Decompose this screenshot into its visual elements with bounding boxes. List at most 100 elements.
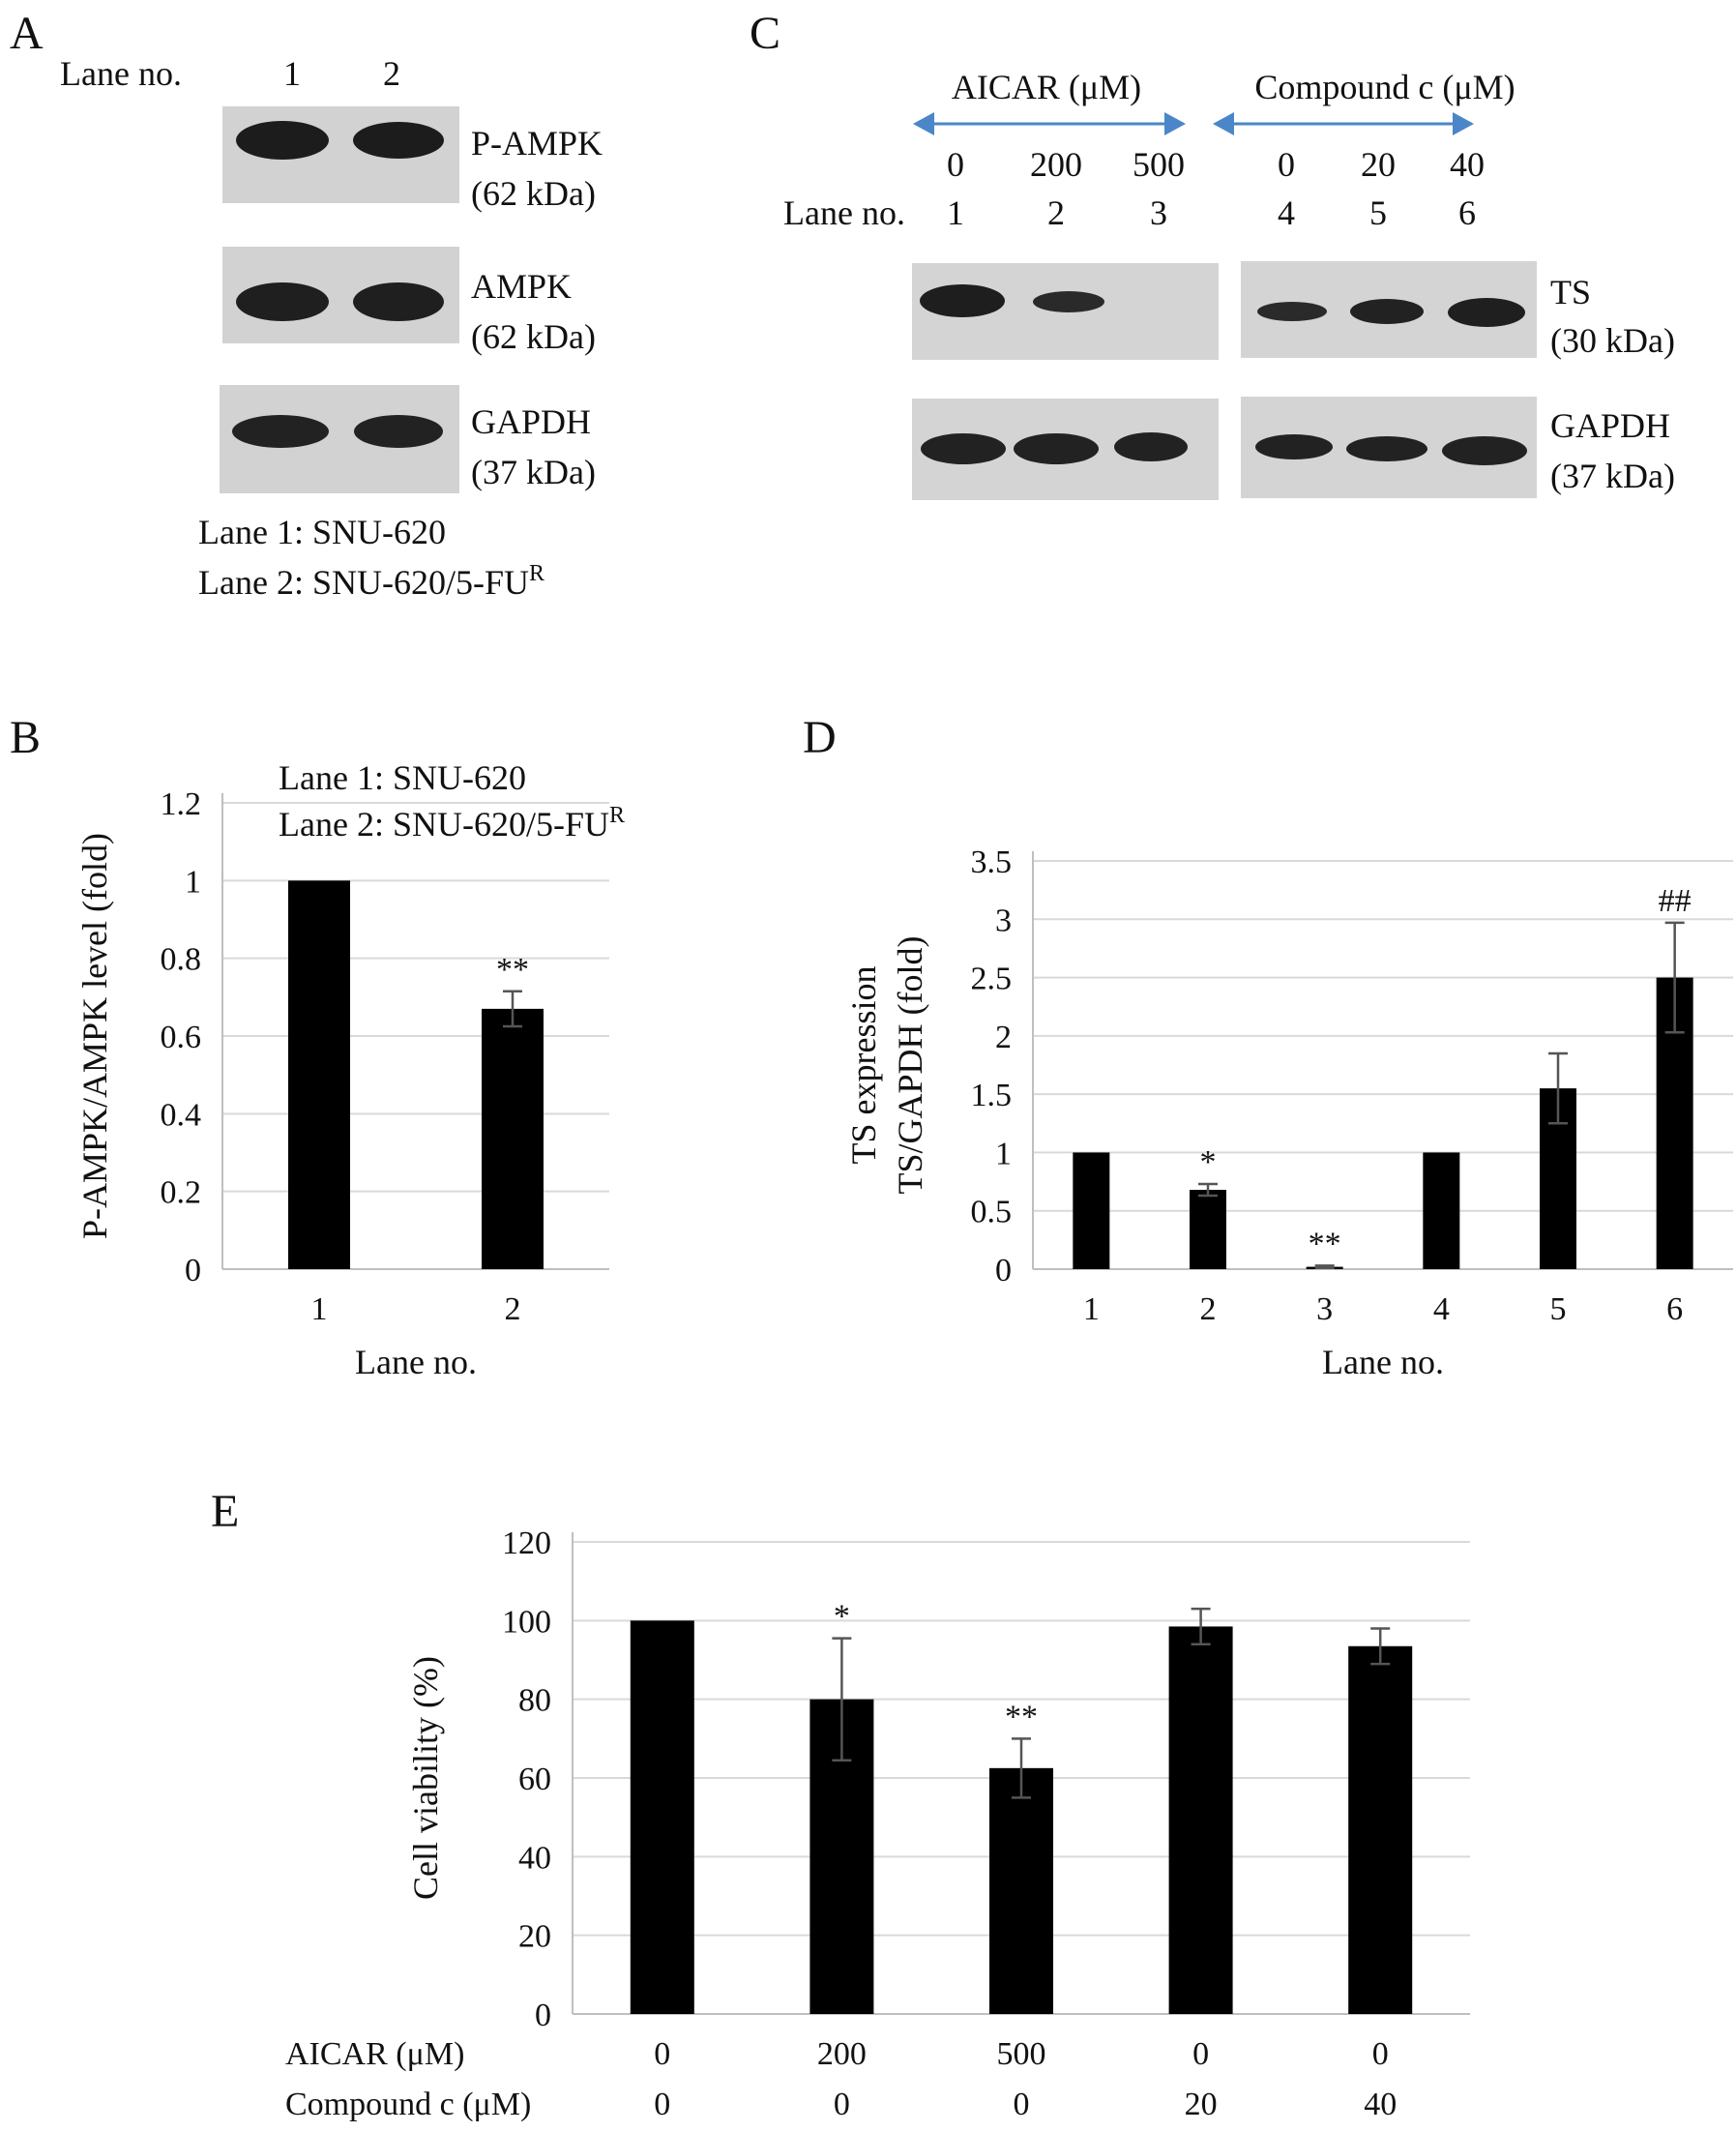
band [353,122,444,159]
blot-gapdh-c: GAPDH (37 kDa) [912,397,1675,500]
band [353,282,444,321]
x-tick-label: 6 [1666,1291,1683,1327]
band [1014,433,1099,464]
arrow-head-left [1213,112,1234,135]
y-axis-title: Cell viability (%) [406,1656,445,1900]
blot-ampk: AMPK (62 kDa) [222,247,596,356]
band [1033,291,1104,312]
band [1448,298,1525,327]
bar [1190,1190,1226,1269]
dose-label: 0 [947,145,964,184]
lane-row: Lane no. 1 2 3 4 5 6 [783,193,1476,232]
dose-label: 500 [1133,145,1185,184]
band [1346,436,1427,461]
band [1442,436,1527,465]
band [232,415,329,448]
band [920,284,1005,317]
significance-annotation: * [1200,1144,1217,1180]
band [1257,302,1327,321]
chart-b-legend-lane-2: Lane 2: SNU-620/5-FUR [279,803,625,844]
x-tick-label: 1 [1083,1291,1100,1327]
chart-b-legend: Lane 1: SNU-620 Lane 2: SNU-620/5-FUR [279,758,625,844]
row-label: Compound c (μM) [285,2087,531,2122]
significance-annotation: ## [1659,883,1692,919]
y-tick-label: 20 [518,1919,551,1955]
y-tick-label: 0 [535,1998,551,2033]
legend-text: Lane 2: SNU-620/5-FU [279,805,609,844]
row-value: 0 [834,2087,850,2122]
row-value: 0 [654,2036,670,2072]
legend-text: Lane 2: SNU-620/5-FU [198,563,529,602]
y-tick-label: 0.6 [161,1020,202,1055]
arrow-compound-c [1213,112,1474,135]
y-tick-label: 80 [518,1683,551,1719]
panel-a-letter: A [10,8,44,59]
panel-e-letter: E [211,1486,239,1537]
row-value: 0 [654,2087,670,2122]
legend-superscript: R [529,561,544,586]
chart-d: 0 0.5 1 1.5 2 2.5 3 3.5 1 * 2 ** 3 4 5 ## 6 Lane no. TS ex… [844,844,1733,1381]
band [236,121,329,160]
x-axis-title: Lane no. [355,1343,477,1381]
y-tick-label: 40 [518,1840,551,1876]
x-tick-label: 4 [1433,1291,1450,1327]
y-axis-title: P-AMPK/AMPK level (fold) [75,833,114,1239]
y-tick-label: 2 [995,1020,1012,1055]
y-tick-label: 1 [995,1136,1012,1171]
blot-name: P-AMPK [471,124,603,163]
blot-gapdh: GAPDH (37 kDa) [220,385,596,493]
panel-a-lane-2: 2 [383,54,400,93]
panel-a-lane-1: 1 [283,54,301,93]
panel-c-lane-no-label: Lane no. [783,193,905,232]
band [1255,434,1333,459]
blot-name: TS [1550,273,1591,311]
row-value: 20 [1185,2087,1218,2122]
bar [1073,1152,1110,1269]
band [354,415,443,448]
blot-kda: (62 kDa) [471,317,596,356]
panel-a-lane-no-label: Lane no. [60,54,182,93]
x-tick-label: 5 [1550,1291,1567,1327]
dose-label: 40 [1450,145,1485,184]
band [236,282,329,321]
y-tick-label: 1 [185,864,201,900]
blot-kda: (37 kDa) [1550,457,1675,495]
y-tick-label: 0.2 [161,1175,202,1211]
blot-name: AMPK [471,267,572,306]
panel-a-legend-lane-2: Lane 2: SNU-620/5-FUR [198,561,544,602]
dose-row: 0 200 500 0 20 40 [947,145,1485,184]
y-tick-label: 100 [502,1604,551,1640]
row-value: 0 [1372,2036,1389,2072]
row-value: 200 [817,2036,867,2072]
x-axis-title: Lane no. [1322,1343,1444,1381]
lane-number: 5 [1369,193,1387,232]
arrow-aicar [913,112,1186,135]
x-tick-label: 3 [1316,1291,1333,1327]
y-tick-label: 0.4 [161,1097,202,1133]
lane-number: 1 [947,193,964,232]
band [921,433,1006,464]
y-tick-label: 0 [995,1253,1012,1288]
band [1114,432,1188,461]
bar [1348,1645,1413,2014]
blot-kda: (62 kDa) [471,174,596,213]
y-tick-label: 0.5 [971,1195,1013,1230]
blot-ts: TS (30 kDa) [912,261,1675,360]
lane-number: 4 [1278,193,1295,232]
lane-number: 3 [1150,193,1167,232]
bar [1423,1152,1460,1269]
y-axis-title-line: TS expression [844,966,883,1165]
panel-a-legend-lane-1: Lane 1: SNU-620 [198,513,446,551]
y-tick-label: 60 [518,1762,551,1797]
y-tick-label: 120 [502,1525,551,1561]
y-tick-label: 1.5 [971,1078,1013,1113]
panel-c: C AICAR (μM) Compound c (μM) 0 200 500 0… [750,8,1675,500]
row-value: 40 [1364,2087,1397,2122]
legend-text: Lane 1: SNU-620 [198,513,446,551]
lane-number: 6 [1458,193,1476,232]
x-tick-label: 2 [505,1291,521,1327]
dose-label: 200 [1030,145,1082,184]
row-value: 500 [997,2036,1046,2072]
